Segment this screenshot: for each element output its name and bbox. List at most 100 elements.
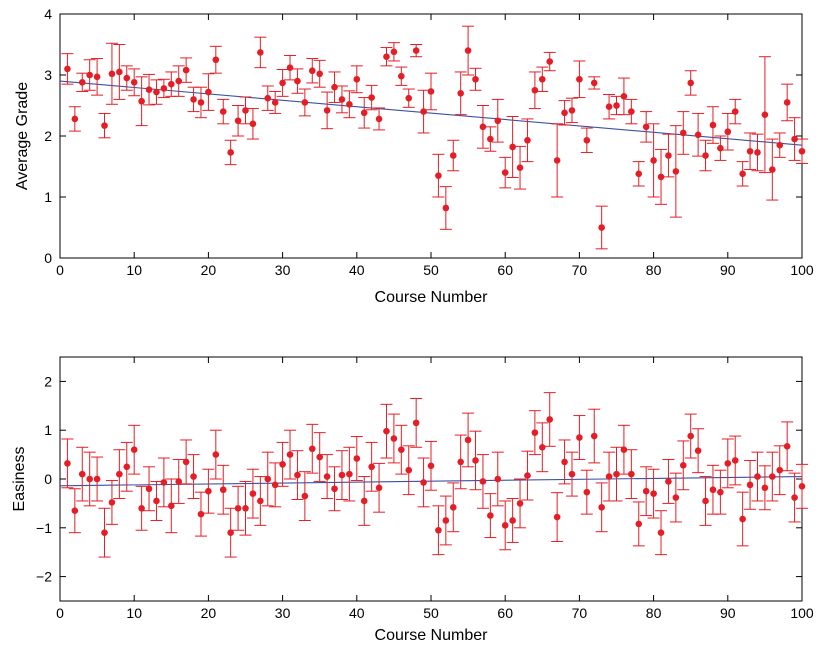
data-point xyxy=(650,490,657,497)
data-point xyxy=(769,166,776,173)
data-point xyxy=(709,121,717,129)
data-point xyxy=(383,427,390,435)
x-tick-label: 70 xyxy=(572,605,588,621)
data-point xyxy=(472,457,479,464)
x-tick-label: 20 xyxy=(201,605,217,621)
data-point xyxy=(64,65,71,73)
data-point xyxy=(308,67,316,75)
data-point xyxy=(501,522,509,529)
data-point xyxy=(783,443,791,450)
x-tick-label: 90 xyxy=(720,262,736,278)
data-point xyxy=(249,490,257,497)
data-point xyxy=(798,483,806,490)
data-point xyxy=(620,446,628,454)
data-point xyxy=(279,461,286,468)
data-point xyxy=(279,79,286,87)
x-axis-title-top: Course Number xyxy=(375,289,489,306)
data-point xyxy=(561,458,568,466)
data-point xyxy=(576,75,583,83)
x-tick-label: 10 xyxy=(126,605,142,621)
data-point xyxy=(242,504,249,512)
data-point xyxy=(294,471,301,479)
data-point xyxy=(694,131,702,139)
data-point xyxy=(212,56,220,64)
data-point xyxy=(679,462,687,469)
data-point xyxy=(739,170,746,178)
data-point xyxy=(479,123,487,131)
data-point xyxy=(472,75,479,83)
data-point xyxy=(516,164,524,172)
data-point xyxy=(153,497,160,505)
data-point xyxy=(553,513,561,521)
x-tick-label: 40 xyxy=(349,605,365,621)
data-point xyxy=(205,487,212,495)
data-point xyxy=(368,463,375,471)
data-point xyxy=(464,436,472,444)
y-tick-label: 2 xyxy=(44,128,52,144)
data-point xyxy=(360,109,368,117)
data-point xyxy=(71,115,79,123)
data-point xyxy=(731,108,739,115)
data-point xyxy=(123,463,131,471)
data-point xyxy=(271,99,279,106)
data-point xyxy=(405,94,413,102)
data-point xyxy=(190,96,197,103)
data-point xyxy=(190,473,197,480)
data-point xyxy=(219,486,227,494)
data-point xyxy=(672,168,680,175)
data-point xyxy=(761,111,769,118)
x-tick-label: 100 xyxy=(790,605,814,621)
data-point xyxy=(524,472,531,479)
data-point xyxy=(390,48,398,56)
data-point xyxy=(212,451,220,458)
data-point xyxy=(442,204,450,212)
data-point xyxy=(783,99,791,106)
x-tick-label: 100 xyxy=(790,262,814,278)
panel-easiness: 0 10 20 30 40 50 60 70 80 90 100 −2 −1 0 1 2 Easiness C… xyxy=(11,356,814,644)
y-tick-label: 0 xyxy=(44,471,52,487)
data-point xyxy=(501,169,509,176)
data-point xyxy=(665,152,672,159)
y-tick-label: 1 xyxy=(44,189,52,205)
x-tick-label: 60 xyxy=(497,605,513,621)
y-tick-label: 0 xyxy=(44,250,52,266)
data-point xyxy=(531,429,539,436)
data-point xyxy=(435,526,442,534)
data-point xyxy=(130,446,138,454)
data-point xyxy=(398,72,405,80)
data-point xyxy=(717,488,724,496)
panel-average-grade: 0 10 20 30 40 50 60 70 80 90 100 0 1 2 3 4 Average Grad… xyxy=(14,6,814,306)
data-point xyxy=(724,128,732,136)
data-point xyxy=(665,478,672,485)
data-point xyxy=(264,475,272,483)
data-point xyxy=(323,107,331,114)
data-point xyxy=(427,88,435,95)
data-point xyxy=(182,66,190,74)
data-point xyxy=(590,79,598,87)
data-point xyxy=(568,107,576,114)
data-point xyxy=(746,481,754,489)
data-point xyxy=(294,77,301,85)
data-point xyxy=(746,147,754,155)
data-point xyxy=(590,432,598,440)
data-point xyxy=(168,502,175,510)
data-point xyxy=(457,458,464,466)
data-point xyxy=(553,157,561,164)
y-axis-title-bottom: Easiness xyxy=(11,447,28,512)
y-tick-label: 4 xyxy=(44,6,52,22)
data-point xyxy=(412,47,420,54)
data-point xyxy=(479,478,487,485)
data-point xyxy=(197,99,205,106)
x-tick-label: 0 xyxy=(56,605,64,621)
x-tick-label: 0 xyxy=(56,262,64,278)
x-tick-label: 30 xyxy=(275,605,291,621)
data-point xyxy=(116,68,123,76)
data-point xyxy=(405,466,413,474)
data-point xyxy=(561,109,568,117)
data-point xyxy=(368,94,375,101)
data-point xyxy=(546,416,554,423)
y-tick-label: 1 xyxy=(44,422,52,438)
data-point xyxy=(338,96,346,103)
data-point xyxy=(613,102,620,109)
